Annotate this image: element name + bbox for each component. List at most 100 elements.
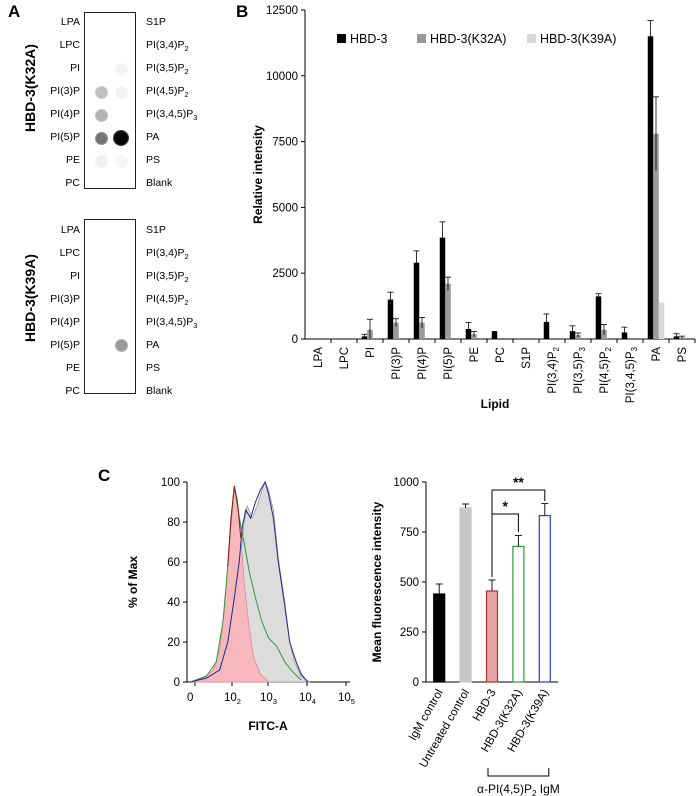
panel-a-letter: A — [8, 2, 21, 21]
lipid-label: PI(3,4)P2 — [146, 39, 189, 54]
lipid-label: PI — [70, 270, 80, 282]
x-tick-label: 102 — [224, 692, 241, 706]
y-tick-label: 40 — [167, 597, 180, 609]
blot-spot — [94, 131, 108, 145]
bar — [439, 237, 446, 339]
legend-label: HBD-3 — [350, 32, 388, 46]
lipid-label: PI(3)P — [50, 293, 80, 305]
lipid-label: PC — [65, 177, 80, 189]
lipid-label: PA — [146, 339, 160, 351]
lipid-strip-blot-k32a — [84, 12, 136, 189]
y-tick-label: 750 — [400, 527, 419, 539]
x-tick-label: LPC — [339, 347, 351, 369]
bar — [595, 296, 602, 339]
x-tick-label: 0 — [187, 692, 193, 704]
igm-histogram — [227, 485, 242, 567]
bar — [387, 299, 394, 339]
y-tick-label: 5000 — [272, 202, 298, 214]
k39a-histogram — [190, 480, 308, 683]
significance-label: * — [502, 498, 508, 514]
x-tick-label: PI(4,5)P2 — [599, 346, 613, 393]
legend-swatch — [337, 34, 346, 43]
lipid-label: PS — [146, 362, 161, 374]
x-tick-label: 104 — [299, 692, 316, 706]
y-axis-label: Relative intensity — [251, 125, 265, 224]
y-tick-label: 0 — [174, 677, 180, 689]
y-tick-label: 12500 — [266, 5, 298, 17]
blot-spot — [113, 130, 129, 146]
bar — [419, 322, 425, 339]
x-tick-label: PI(3,5)P3 — [573, 346, 587, 393]
y-tick-label: 60 — [167, 557, 180, 569]
lipid-label: S1P — [146, 16, 166, 28]
lipid-label: PE — [65, 362, 80, 374]
x-tick-label: PS — [677, 347, 689, 363]
lipid-label: Blank — [146, 385, 173, 397]
blot-spot — [114, 85, 128, 99]
bar — [512, 545, 525, 683]
x-tick-label: 105 — [338, 692, 355, 706]
x-tick-label: 103 — [260, 692, 277, 706]
x-tick-label: S1P — [521, 347, 533, 369]
flow-cytometry-histogram: 0 20 40 60 80 100 % of Max 0 102 103 104 105 FITC-A — [126, 477, 355, 733]
bar — [459, 507, 472, 683]
panel-b-letter: B — [236, 2, 249, 21]
lipid-label: S1P — [146, 224, 166, 236]
y-tick-label: 2500 — [272, 268, 298, 280]
lipid-label: PI(3,4,5)P3 — [146, 108, 198, 123]
blot-spot — [114, 338, 128, 352]
blot-spot — [94, 154, 108, 168]
lipid-label: LPA — [60, 224, 80, 236]
x-tick-label: Untreated control — [418, 688, 473, 770]
lipid-label: PI(4)P — [50, 316, 80, 328]
y-tick-label: 250 — [400, 627, 419, 639]
x-tick-label: PA — [651, 347, 663, 362]
bar — [653, 133, 659, 339]
lipid-binding-bar-chart: 0 2500 5000 7500 10000 12500 Relative intensit… — [251, 5, 696, 411]
lipid-label: PI(3)P — [50, 85, 80, 97]
x-axis-label: FITC-A — [248, 719, 288, 733]
bar — [433, 593, 446, 683]
legend-label: HBD-3(K32A) — [430, 32, 506, 46]
lipid-strip-blot-k39a — [84, 219, 136, 394]
lipid-label: PC — [65, 385, 80, 397]
lipid-label: PI(3,4)P2 — [146, 247, 189, 262]
bar — [658, 302, 665, 339]
lipid-label: PA — [146, 131, 160, 143]
lipid-label: LPC — [59, 247, 80, 259]
lipid-label: PS — [146, 154, 161, 166]
bar — [485, 590, 499, 683]
blot-spot — [94, 108, 108, 122]
y-tick-label: 1000 — [393, 477, 419, 489]
x-tick-label: LPA — [313, 347, 325, 368]
x-tick-label: PI(3,4)P2 — [547, 346, 561, 393]
lipid-label: PI(5)P — [50, 131, 80, 143]
lipid-label: PI(4)P — [50, 108, 80, 120]
lipid-label: LPA — [60, 16, 80, 28]
bar — [491, 331, 498, 339]
x-tick-label: PI — [365, 347, 377, 358]
y-tick-label: 7500 — [272, 137, 298, 149]
blot-spot — [114, 154, 128, 168]
group-label: α-PI(4,5)P2 IgM — [477, 782, 560, 796]
lipid-label: PI(3,4,5)P3 — [146, 316, 198, 331]
lipid-label: PI(4,5)P2 — [146, 85, 189, 100]
bar — [413, 262, 420, 339]
y-tick-label: 80 — [167, 517, 180, 529]
bar — [543, 321, 550, 339]
lipid-label: LPC — [59, 39, 80, 51]
group-bracket — [487, 768, 550, 777]
blot-spot — [94, 85, 108, 99]
blot-spot — [114, 62, 128, 76]
panel-c-letter: C — [98, 466, 111, 485]
x-tick-label: PI(4)P — [417, 347, 429, 380]
lipid-label: PI(3,5)P2 — [146, 270, 189, 285]
k32a-histogram — [190, 485, 302, 683]
bar — [393, 322, 399, 339]
x-tick-label: PI(3,4,5)P3 — [625, 346, 639, 403]
x-tick-label: PI(5)P — [443, 347, 455, 380]
legend-swatch — [527, 34, 536, 43]
bar — [647, 36, 654, 339]
y-tick-label: 20 — [167, 637, 180, 649]
x-tick-label: PE — [469, 347, 481, 363]
